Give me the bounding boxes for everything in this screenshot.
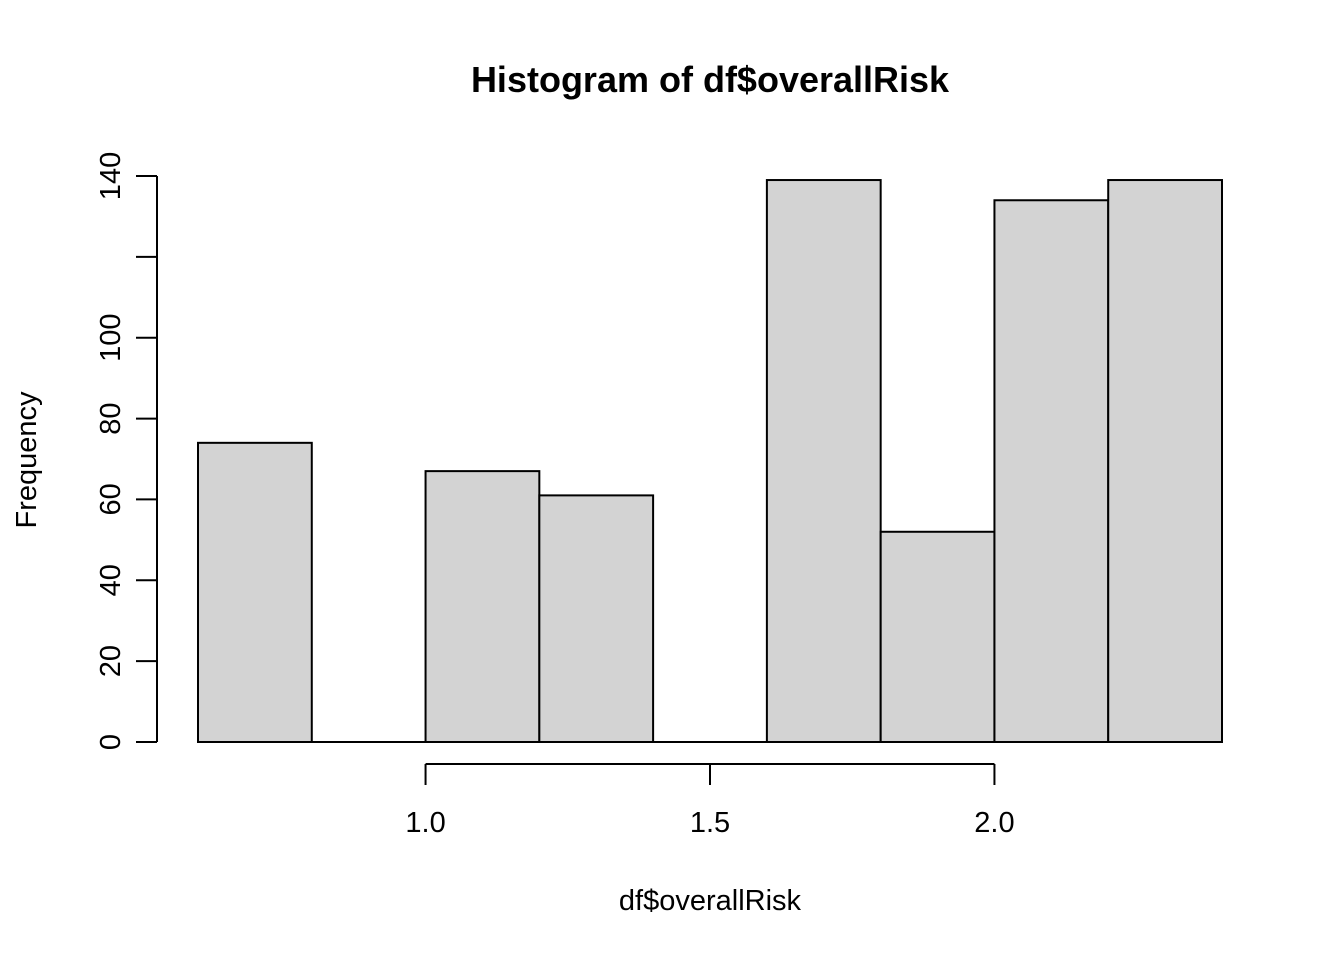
y-tick-label: 140 (95, 152, 127, 200)
y-axis-label: Frequency (11, 391, 43, 529)
chart-title: Histogram of df$overallRisk (471, 59, 950, 100)
y-tick-label: 20 (95, 645, 127, 677)
x-axis-label: df$overallRisk (619, 885, 802, 917)
x-tick-label: 2.0 (974, 807, 1014, 839)
y-tick-label: 60 (95, 483, 127, 515)
histogram-bar (1107, 179, 1223, 744)
x-axis: 1.0 1.5 2.0 (405, 763, 1015, 839)
histogram-bar (538, 494, 655, 743)
y-tick-label: 80 (95, 402, 127, 434)
histogram-bar (993, 199, 1110, 743)
histogram-bar (424, 470, 541, 743)
x-tick-label: 1.0 (405, 807, 445, 839)
y-axis: 0 20 40 60 80 100 140 (95, 152, 158, 750)
histogram-bar (765, 179, 882, 744)
histogram-bar (879, 530, 996, 743)
y-tick-label: 100 (95, 314, 127, 362)
histogram-bar (197, 441, 313, 743)
y-tick-label: 0 (95, 734, 127, 750)
y-tick-label: 40 (95, 564, 127, 596)
bars-group (197, 179, 1223, 744)
x-tick-label: 1.5 (690, 807, 730, 839)
